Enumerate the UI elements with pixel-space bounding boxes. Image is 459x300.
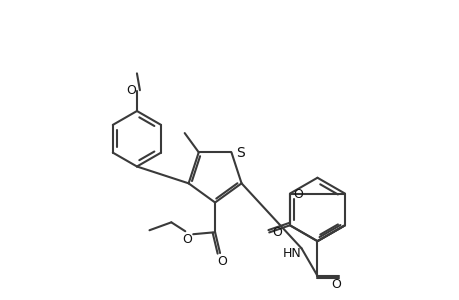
Text: O: O (182, 233, 192, 246)
Text: O: O (272, 226, 281, 239)
Text: HN: HN (282, 247, 300, 260)
Text: S: S (235, 146, 244, 160)
Text: O: O (217, 256, 226, 268)
Text: O: O (330, 278, 341, 291)
Text: O: O (126, 84, 135, 97)
Text: O: O (292, 188, 302, 201)
